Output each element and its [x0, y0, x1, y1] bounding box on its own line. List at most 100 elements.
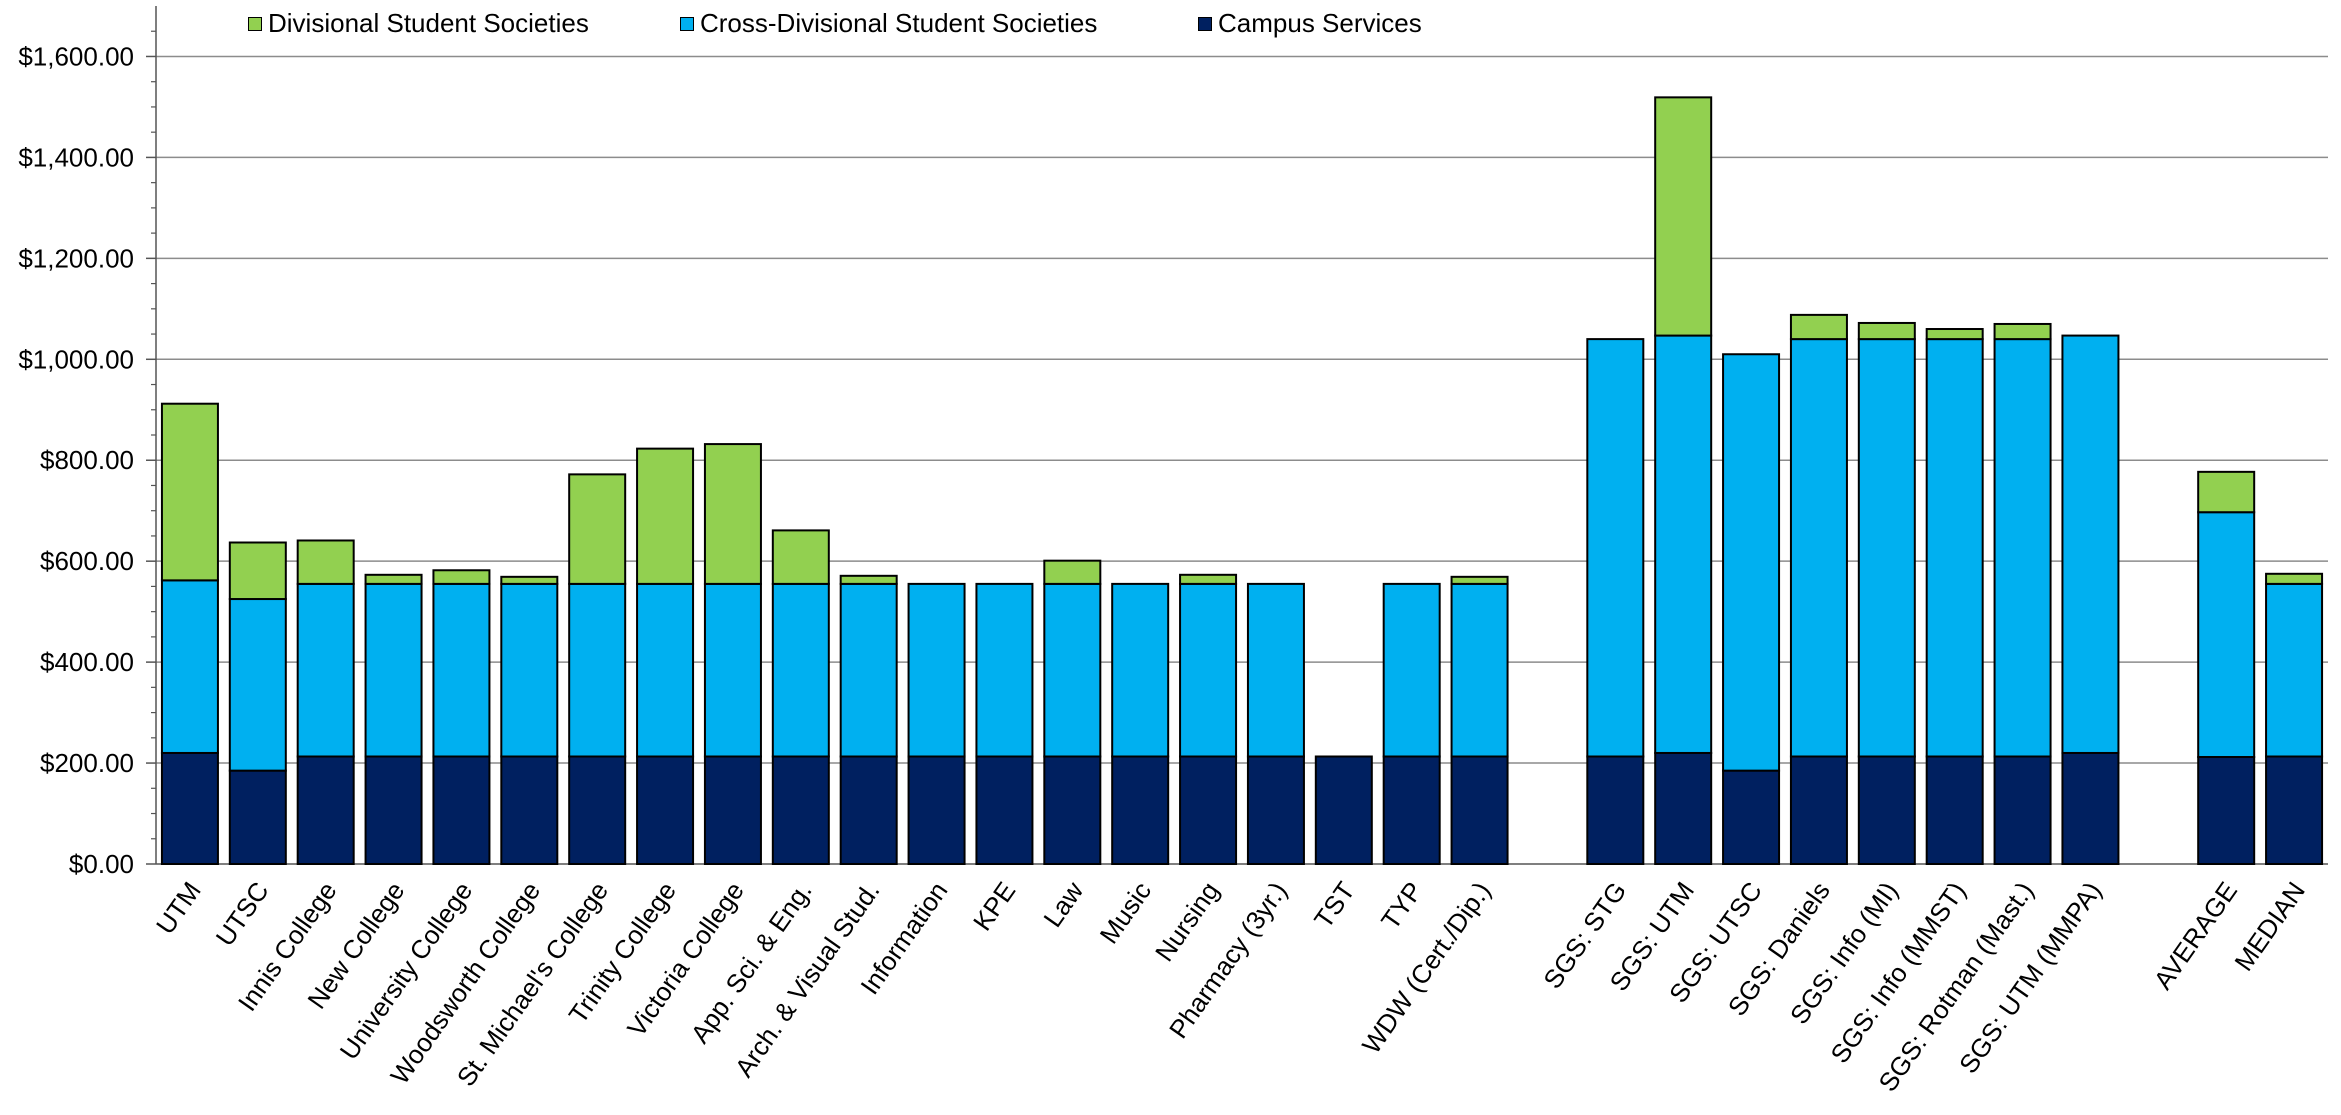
bar-segment-divisional — [637, 449, 693, 584]
bar-segment-cross-divisional — [2198, 512, 2254, 757]
bar-segment-cross-divisional — [1995, 339, 2051, 756]
bar-segment-cross-divisional — [637, 584, 693, 757]
bar-segment-cross-divisional — [298, 584, 354, 757]
bar-segment-divisional — [1859, 323, 1915, 339]
y-tick-label: $800.00 — [40, 445, 134, 475]
x-tick-label: TYP — [1375, 876, 1429, 935]
bar-segment-divisional — [569, 474, 625, 584]
bar-segment-cross-divisional — [1452, 584, 1508, 757]
x-tick-label: UTSC — [210, 876, 275, 951]
bar-segment-divisional — [501, 577, 557, 584]
bar-segment-campus-services — [1316, 756, 1372, 864]
bar-segment-campus-services — [773, 756, 829, 864]
bar-segment-cross-divisional — [2062, 336, 2118, 753]
bar-segment-cross-divisional — [366, 584, 422, 757]
bar-segment-cross-divisional — [1791, 339, 1847, 756]
bar-segment-campus-services — [1452, 756, 1508, 864]
bar-segment-divisional — [230, 543, 286, 600]
bar-segment-divisional — [1452, 577, 1508, 584]
legend-swatch-cross-divisional — [680, 17, 694, 31]
bar-segment-campus-services — [501, 756, 557, 864]
bar-segment-campus-services — [1859, 756, 1915, 864]
bar-segment-divisional — [1655, 97, 1711, 335]
bar-segment-divisional — [1180, 575, 1236, 584]
bar-segment-campus-services — [230, 771, 286, 864]
bar-segment-campus-services — [1384, 756, 1440, 864]
legend-swatch-divisional — [248, 17, 262, 31]
x-tick-label: UTM — [150, 876, 207, 939]
bar-segment-divisional — [1995, 324, 2051, 339]
bar-segment-divisional — [298, 540, 354, 583]
bar-segment-cross-divisional — [1723, 354, 1779, 770]
bar-segment-campus-services — [705, 756, 761, 864]
bar-segment-campus-services — [1044, 756, 1100, 864]
bar-segment-campus-services — [1723, 771, 1779, 864]
x-tick-label: Law — [1037, 876, 1089, 932]
bar-segment-cross-divisional — [1248, 584, 1304, 757]
legend-item-campus-services: Campus Services — [1198, 8, 1422, 39]
bar-segment-cross-divisional — [1112, 584, 1168, 757]
x-tick-label: App. Sci. & Eng. — [685, 876, 818, 1048]
bar-segment-cross-divisional — [2266, 584, 2322, 757]
bar-segment-cross-divisional — [1384, 584, 1440, 757]
bar-segment-cross-divisional — [1859, 339, 1915, 756]
x-tick-label: MEDIAN — [2228, 876, 2311, 976]
bar-segment-campus-services — [909, 756, 965, 864]
legend-item-cross-divisional: Cross-Divisional Student Societies — [680, 8, 1097, 39]
bar-segment-campus-services — [366, 756, 422, 864]
bar-segment-divisional — [705, 444, 761, 584]
bar-segment-cross-divisional — [162, 580, 218, 753]
x-tick-label: Music — [1094, 876, 1158, 949]
bar-segment-cross-divisional — [1655, 336, 1711, 753]
legend-label-campus-services: Campus Services — [1218, 8, 1422, 39]
bar-segment-divisional — [2198, 472, 2254, 512]
y-tick-label: $1,400.00 — [18, 142, 134, 172]
x-tick-label: WDW (Cert./Dip.) — [1356, 876, 1497, 1059]
legend-label-cross-divisional: Cross-Divisional Student Societies — [700, 8, 1097, 39]
y-tick-label: $1,200.00 — [18, 243, 134, 273]
bar-segment-campus-services — [1248, 756, 1304, 864]
y-tick-label: $0.00 — [69, 849, 134, 879]
bar-segment-cross-divisional — [501, 584, 557, 757]
x-tick-label: KPE — [967, 876, 1021, 936]
y-tick-label: $400.00 — [40, 647, 134, 677]
bar-segment-cross-divisional — [230, 599, 286, 771]
bar-segment-divisional — [366, 575, 422, 584]
bar-segment-divisional — [433, 570, 489, 584]
bar-segment-cross-divisional — [1927, 339, 1983, 756]
x-tick-label: TST — [1308, 876, 1361, 934]
bar-segment-campus-services — [433, 756, 489, 864]
bar-segment-campus-services — [1655, 753, 1711, 864]
bar-segment-divisional — [841, 576, 897, 584]
bar-segment-divisional — [773, 530, 829, 583]
bar-segment-campus-services — [1791, 756, 1847, 864]
bar-segment-campus-services — [1995, 756, 2051, 864]
bar-segment-cross-divisional — [705, 584, 761, 757]
y-tick-label: $1,000.00 — [18, 344, 134, 374]
legend-item-divisional: Divisional Student Societies — [248, 8, 589, 39]
bar-segment-cross-divisional — [1044, 584, 1100, 757]
bar-segment-campus-services — [2198, 757, 2254, 864]
bar-segment-divisional — [1791, 315, 1847, 339]
bar-segment-campus-services — [1112, 756, 1168, 864]
bar-segment-cross-divisional — [841, 584, 897, 757]
bar-segment-divisional — [1044, 561, 1100, 584]
legend-swatch-campus-services — [1198, 17, 1212, 31]
bar-segment-cross-divisional — [909, 584, 965, 757]
bar-segment-cross-divisional — [1587, 339, 1643, 756]
bar-segment-campus-services — [569, 756, 625, 864]
x-tick-label: AVERAGE — [2148, 876, 2244, 995]
bar-segment-campus-services — [637, 756, 693, 864]
bar-segment-divisional — [2266, 574, 2322, 584]
bar-segment-campus-services — [1180, 756, 1236, 864]
bar-segment-campus-services — [2062, 753, 2118, 864]
bar-segment-campus-services — [1587, 756, 1643, 864]
y-tick-label: $1,600.00 — [18, 41, 134, 71]
y-tick-label: $200.00 — [40, 748, 134, 778]
bar-segment-cross-divisional — [773, 584, 829, 757]
bar-segment-campus-services — [841, 756, 897, 864]
bar-segment-campus-services — [162, 753, 218, 864]
bar-segment-cross-divisional — [433, 584, 489, 757]
